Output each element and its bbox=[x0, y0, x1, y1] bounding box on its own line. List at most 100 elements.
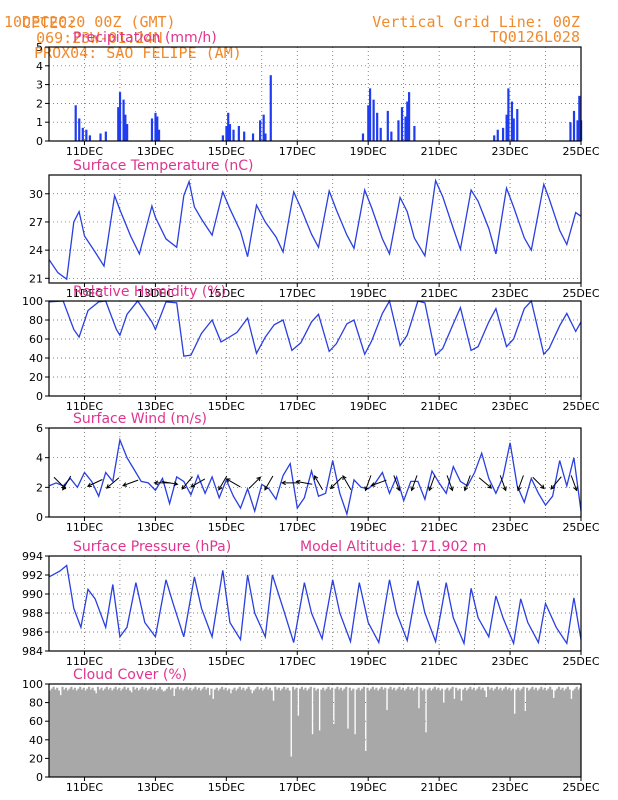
wind-arrow-shaft bbox=[190, 478, 206, 488]
cloud-bar bbox=[382, 689, 385, 777]
cloud-bar bbox=[215, 687, 218, 777]
cloud-bar bbox=[146, 690, 149, 777]
cloud-bar bbox=[236, 688, 240, 777]
cloud-bar bbox=[123, 686, 126, 777]
precip-bar bbox=[99, 133, 102, 141]
wind-arrow bbox=[295, 479, 313, 485]
cloud-bar bbox=[357, 687, 360, 777]
cloud-bar bbox=[495, 686, 499, 777]
precip-bar bbox=[85, 129, 88, 141]
cloud-bar bbox=[485, 697, 488, 777]
precip-bar bbox=[376, 112, 379, 141]
cloud-bar bbox=[297, 715, 300, 777]
cloud-bar bbox=[75, 690, 78, 777]
wind-arrow-head bbox=[342, 475, 347, 480]
cloud-bar bbox=[428, 687, 431, 777]
cloud-bar bbox=[109, 687, 112, 777]
cloud-bar bbox=[284, 689, 288, 777]
x-tick-label: 21DEC bbox=[421, 655, 458, 668]
wind-arrow-shaft bbox=[53, 476, 66, 489]
wind-arrow-shaft bbox=[314, 475, 323, 491]
cloud-bar bbox=[265, 686, 268, 777]
cloud-bar bbox=[212, 698, 215, 777]
cloud-bar bbox=[192, 688, 195, 777]
precip-bar bbox=[74, 105, 77, 141]
y-tick-label: 20 bbox=[29, 752, 43, 765]
cloud-bar bbox=[178, 689, 181, 777]
wind-arrow-head bbox=[502, 486, 507, 492]
wind-arrow bbox=[364, 475, 372, 492]
cloud-bar bbox=[327, 686, 330, 777]
wind-arrow-head bbox=[364, 486, 369, 492]
cloud-bar bbox=[430, 690, 433, 777]
cloud-bar bbox=[134, 689, 137, 777]
wind-arrow bbox=[86, 479, 103, 488]
cloud-bar bbox=[63, 689, 66, 777]
panel-2: 21 24 27 30 11DEC 13DEC 15DEC 17DEC 19DEC 21DEC 23… bbox=[29, 158, 600, 300]
wind-arrow-head bbox=[225, 478, 231, 483]
wind-arrow-head bbox=[122, 482, 128, 487]
cloud-bar bbox=[325, 688, 328, 777]
cloud-bar bbox=[346, 728, 350, 777]
cloud-bar bbox=[291, 686, 295, 777]
cloud-bar bbox=[150, 686, 153, 777]
cloud-bar bbox=[423, 688, 426, 777]
cloud-bar bbox=[517, 687, 520, 777]
cloud-bar bbox=[541, 689, 545, 777]
wind-arrow-shaft bbox=[411, 475, 418, 491]
precip-bar bbox=[221, 135, 224, 141]
cloud-bar bbox=[557, 686, 561, 777]
cloud-bar bbox=[263, 688, 266, 777]
x-tick-label: 23DEC bbox=[492, 521, 529, 534]
cloud-bar bbox=[368, 690, 371, 777]
cloud-bar bbox=[66, 690, 69, 777]
wind-arrow-shaft bbox=[296, 481, 313, 485]
cloud-bar bbox=[522, 686, 525, 777]
cloud-bar bbox=[196, 689, 199, 777]
cloud-bar bbox=[128, 690, 131, 777]
wind-arrow bbox=[370, 479, 387, 487]
x-tick-label: 19DEC bbox=[350, 287, 387, 300]
cloud-bar bbox=[189, 687, 192, 777]
cloud-bar bbox=[487, 686, 490, 777]
cloud-bar bbox=[389, 686, 392, 777]
precip-bar bbox=[407, 92, 411, 141]
wind-arrow bbox=[225, 478, 241, 488]
y-tick-label: 40 bbox=[29, 734, 43, 747]
cloud-bar bbox=[533, 689, 536, 777]
wind-arrow-head bbox=[314, 475, 319, 480]
wind-arrow bbox=[218, 475, 228, 491]
cloud-bar bbox=[366, 687, 369, 777]
y-tick-label: 4 bbox=[36, 452, 43, 465]
x-tick-label: 19DEC bbox=[350, 521, 387, 534]
x-tick-label: 15DEC bbox=[208, 655, 245, 668]
wind-arrow-shaft bbox=[181, 476, 193, 490]
cloud-bar bbox=[222, 689, 225, 777]
cloud-bar bbox=[446, 687, 449, 777]
wind-arrow bbox=[161, 481, 179, 487]
y-tick-label: 990 bbox=[22, 588, 43, 601]
cloud-bar bbox=[247, 686, 250, 777]
cloud-bar bbox=[497, 689, 500, 777]
cloud-bar bbox=[171, 687, 174, 777]
wind-arrow-head bbox=[573, 486, 578, 492]
wind-arrow-shaft bbox=[393, 475, 400, 491]
header-code: TQ0126L028 bbox=[489, 28, 580, 46]
cloud-bar bbox=[112, 688, 116, 777]
precip-bar bbox=[505, 114, 508, 141]
cloud-bar bbox=[173, 696, 176, 777]
y-tick-label: 30 bbox=[29, 188, 43, 201]
cloud-bar bbox=[378, 688, 382, 777]
precip-bar bbox=[510, 101, 514, 141]
cloud-bar bbox=[206, 687, 209, 777]
cloud-bar bbox=[515, 689, 518, 777]
cloud-bar bbox=[286, 687, 289, 777]
cloud-bar bbox=[281, 688, 284, 777]
wind-arrow-head bbox=[105, 484, 111, 489]
cloud-bar bbox=[330, 687, 334, 777]
cloud-bar bbox=[275, 689, 279, 777]
precip-bar bbox=[227, 112, 230, 141]
cloud-bar bbox=[174, 688, 178, 777]
cloud-bar bbox=[103, 688, 107, 777]
cloud-bar bbox=[371, 686, 374, 777]
